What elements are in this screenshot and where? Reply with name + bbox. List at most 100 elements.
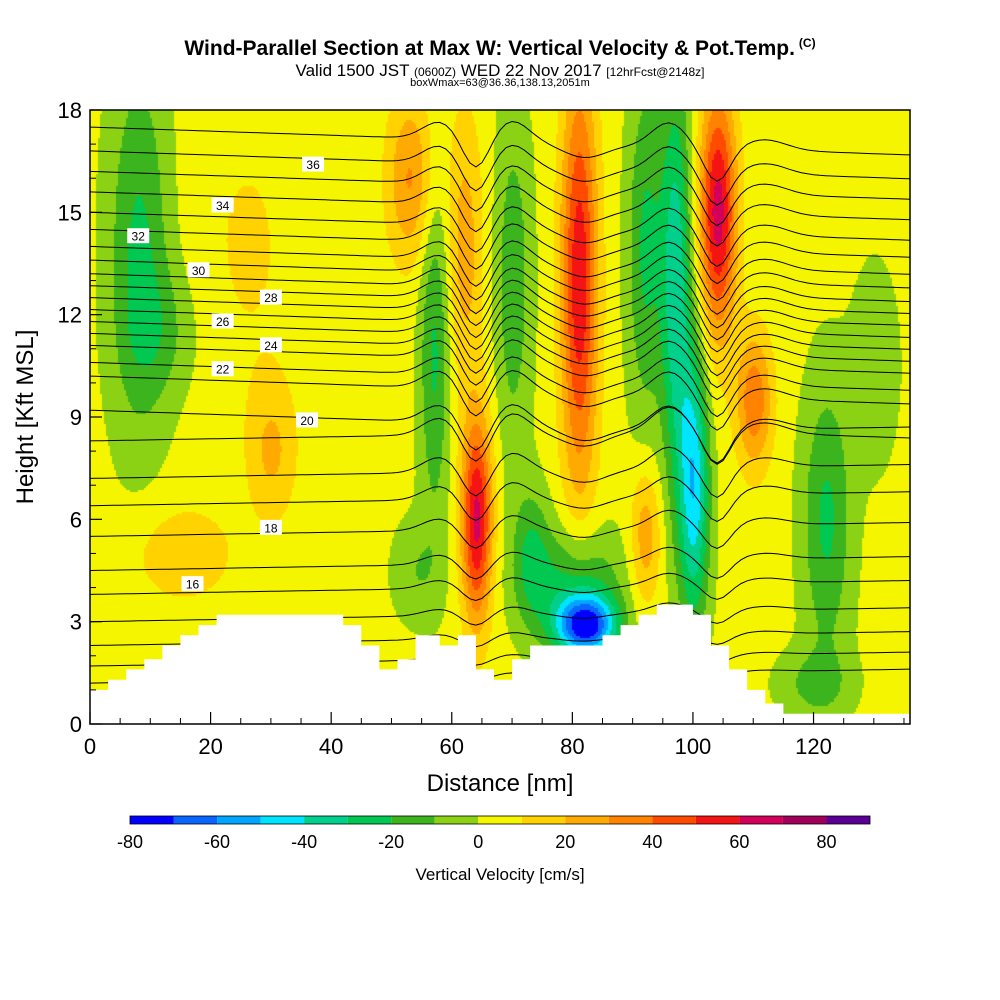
colorbar-swatch xyxy=(217,816,261,824)
utc-time: (0600Z) xyxy=(413,65,456,79)
colorbar-swatch xyxy=(652,816,696,824)
colorbar-tick-label: -80 xyxy=(117,832,143,852)
theta-contour-line xyxy=(90,279,910,341)
contour-label: 34 xyxy=(211,197,234,213)
theta-contour-line xyxy=(90,240,910,302)
x-axis-title: Distance [nm] xyxy=(427,770,574,797)
theta-contour-line xyxy=(90,291,910,353)
colorbar-tick-label: -40 xyxy=(291,832,317,852)
x-tick-label: 60 xyxy=(440,734,464,759)
x-tick-label: 120 xyxy=(795,734,832,759)
colorbar-swatch xyxy=(608,816,653,824)
colorbar-title: Vertical Velocity [cm/s] xyxy=(415,865,584,884)
theta-contour-line xyxy=(90,446,910,498)
contour-labels: 16 18 20 22 24 26 28 30 32 34 36 xyxy=(127,156,325,592)
contour-label: 16 xyxy=(181,576,204,592)
theta-contour-line xyxy=(90,144,910,206)
colorbar-tick-label: 40 xyxy=(642,832,662,852)
contour-label-text: 26 xyxy=(216,315,230,329)
theta-contour-line xyxy=(90,267,910,329)
x-tick-label: 0 xyxy=(84,734,96,759)
contour-label-text: 32 xyxy=(132,230,146,244)
theta-contour-line xyxy=(90,206,910,268)
theta-contour-line xyxy=(90,223,910,285)
y-tick-label: 6 xyxy=(70,507,82,532)
contour-label: 18 xyxy=(259,519,282,535)
box-wmax-line: boxWmax=63@36.36,138.13,2051m xyxy=(410,77,590,89)
contour-label-text: 18 xyxy=(264,521,278,535)
chart-title-text: Wind-Parallel Section at Max W: Vertical… xyxy=(184,37,795,60)
contour-label: 28 xyxy=(259,289,282,305)
x-tick-label: 100 xyxy=(675,734,712,759)
colorbar-tick-label: 60 xyxy=(729,832,749,852)
chart-subtitle: Valid 1500 JST (0600Z) WED 22 Nov 2017 [… xyxy=(0,61,1000,81)
colorbar-swatch xyxy=(434,816,479,824)
theta-contour-line xyxy=(90,404,910,465)
colorbar-tick-label: 20 xyxy=(555,832,575,852)
contour-label-text: 28 xyxy=(264,291,278,305)
theta-contour-line xyxy=(90,572,910,602)
theta-contour-line xyxy=(90,406,910,464)
theta-contour-line xyxy=(90,165,910,227)
valid-date: WED 22 Nov 2017 xyxy=(460,61,602,80)
y-axis-title: Height [Kft MSL] xyxy=(12,330,39,505)
contour-label-text: 24 xyxy=(264,339,278,353)
colorbar-tick-label: 80 xyxy=(816,832,836,852)
valid-time: Valid 1500 JST xyxy=(295,61,410,80)
colorbar-swatch xyxy=(521,816,566,824)
chart-title: Wind-Parallel Section at Max W: Vertical… xyxy=(0,36,1000,61)
contour-label: 36 xyxy=(302,156,325,172)
contour-label: 22 xyxy=(211,361,234,377)
y-tick-label: 12 xyxy=(58,303,82,328)
contour-label-text: 30 xyxy=(192,264,206,278)
y-tick-label: 15 xyxy=(58,200,82,225)
colorbar-tick-label: -20 xyxy=(378,832,404,852)
contour-label: 32 xyxy=(127,228,150,244)
forecast-info: [12hrFcst@2148z] xyxy=(606,65,705,79)
contour-label-text: 36 xyxy=(306,158,320,172)
colorbar-swatch xyxy=(347,816,392,824)
colorbar-swatch xyxy=(130,816,174,824)
x-axis: 0 20 40 60 80 100 120 xyxy=(84,712,905,759)
contour-label: 24 xyxy=(259,337,282,353)
terrain-mask xyxy=(90,604,910,724)
plot-area: 16 18 20 22 24 26 28 30 32 34 36 xyxy=(89,109,911,725)
colorbar-tick-label: 0 xyxy=(473,832,483,852)
theta-contour-line xyxy=(90,476,910,522)
theta-contour-line xyxy=(90,254,910,315)
theta-contour-line xyxy=(90,369,910,431)
colorbar-swatch xyxy=(304,816,348,824)
y-tick-label: 0 xyxy=(70,712,82,737)
colorbar-swatch xyxy=(391,816,435,824)
theta-contour-line xyxy=(90,509,910,549)
contour-label: 26 xyxy=(211,313,234,329)
theta-contour-line xyxy=(90,120,910,182)
theta-contour-line xyxy=(90,339,910,401)
contour-label: 20 xyxy=(296,412,319,428)
theta-contour-line xyxy=(90,546,910,580)
colorbar-swatch xyxy=(478,816,522,824)
y-axis: 0 3 6 9 12 15 18 xyxy=(58,98,102,737)
theta-contour-line xyxy=(90,185,910,247)
colorbar-swatch xyxy=(173,816,218,824)
contour-label-text: 20 xyxy=(300,414,314,428)
colorbar-swatch xyxy=(739,816,783,824)
colorbar-swatch xyxy=(826,816,870,824)
theta-contour-line xyxy=(90,327,910,389)
y-tick-label: 18 xyxy=(58,98,82,123)
contour-label-text: 34 xyxy=(216,199,230,213)
contour-label: 30 xyxy=(187,262,210,278)
copyright-mark: (C) xyxy=(798,36,816,50)
contour-label-text: 22 xyxy=(216,363,230,377)
colorbar: -80 -60 -40 -20 0 20 40 60 80 xyxy=(117,815,871,852)
y-tick-label: 9 xyxy=(70,405,82,430)
colorbar-swatch xyxy=(782,816,827,824)
x-tick-label: 40 xyxy=(319,734,343,759)
colorbar-swatch xyxy=(695,816,740,824)
colorbar-swatch xyxy=(565,816,609,824)
x-tick-label: 80 xyxy=(560,734,584,759)
colorbar-tick-label: -60 xyxy=(204,832,230,852)
colorbar-frame xyxy=(129,815,871,825)
y-tick-label: 3 xyxy=(70,610,82,635)
